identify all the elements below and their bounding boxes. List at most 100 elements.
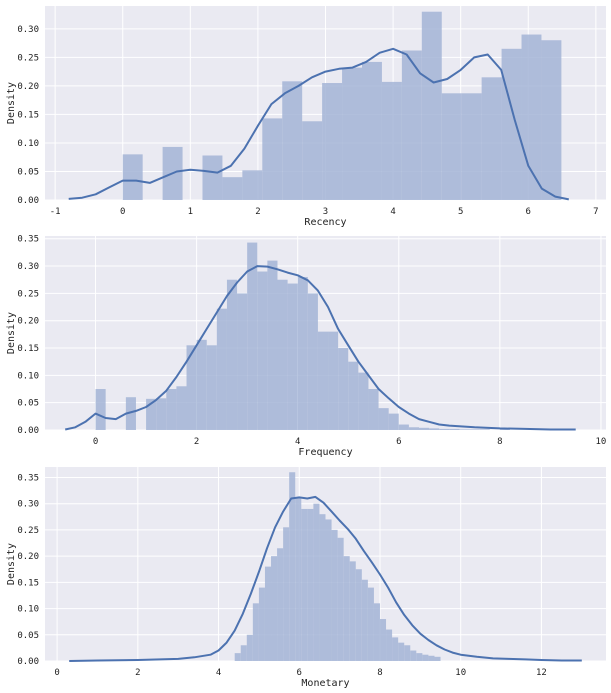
y-tick-label: 0.15 <box>17 110 39 120</box>
histogram-bar <box>459 429 470 430</box>
histogram-bar <box>361 579 368 661</box>
histogram-bar <box>307 293 318 430</box>
x-tick-label: 3 <box>323 207 328 217</box>
y-tick-label: 0.05 <box>17 631 39 641</box>
histogram-bar <box>176 386 187 430</box>
histogram-bar <box>156 398 167 430</box>
x-tick-label: 8 <box>377 668 382 678</box>
histogram-bar <box>338 348 349 430</box>
histogram-bar <box>216 308 227 430</box>
x-tick-label: 12 <box>536 668 547 678</box>
histogram-bar <box>499 429 510 430</box>
histogram-bar <box>277 548 284 661</box>
histogram-bar <box>247 242 258 430</box>
x-tick-label: 10 <box>596 437 607 447</box>
histogram-bar <box>322 83 343 200</box>
kde-line <box>68 47 570 201</box>
histogram-bar <box>186 345 197 430</box>
y-tick-label: 0.30 <box>17 500 39 510</box>
histogram-bar <box>386 629 393 661</box>
chart-1: -1 0 1 2 3 4 5 6 7 0.00 0.05 0.10 0.15 0.20 0.25 0.30 Re… <box>6 6 606 228</box>
y-tick-label: 0.25 <box>17 53 39 63</box>
histogram-bar <box>355 569 362 661</box>
x-tick-label: 6 <box>297 668 302 678</box>
histogram-bar <box>240 645 247 661</box>
y-tick-label: 0.00 <box>17 426 39 436</box>
histogram-bar <box>422 654 429 661</box>
x-tick-label: 2 <box>135 668 140 678</box>
histogram-bar <box>313 503 320 661</box>
histogram-bar <box>295 498 302 661</box>
histogram-bar <box>317 331 329 430</box>
histogram-bar <box>381 81 402 200</box>
histogram-bar <box>282 81 303 200</box>
histogram-bar <box>434 656 441 661</box>
histogram-bar <box>481 77 502 200</box>
histogram-bar <box>348 361 359 430</box>
histogram-bar <box>337 537 344 661</box>
x-tick-label: 10 <box>455 668 466 678</box>
kde-line <box>64 265 576 431</box>
x-tick-label: 5 <box>458 207 463 217</box>
x-tick-label: 6 <box>526 207 531 217</box>
histogram-bar <box>342 67 362 200</box>
x-axis-label: Frequency <box>298 447 352 458</box>
histogram-bar <box>367 587 374 661</box>
histogram-bar <box>95 389 106 430</box>
y-tick-label: 0.30 <box>17 25 39 35</box>
histogram-bar <box>202 155 223 200</box>
histogram-bar <box>258 587 265 661</box>
y-tick-label: 0.20 <box>17 552 39 562</box>
histogram-bar <box>408 427 419 430</box>
histogram-bar <box>271 556 278 661</box>
y-tick-label: 0.00 <box>17 196 39 206</box>
histogram-bar <box>319 514 326 661</box>
histogram-bar <box>373 603 380 661</box>
y-tick-label: 0.20 <box>17 82 39 92</box>
histogram-bar <box>521 34 542 200</box>
histogram-bar <box>349 561 356 661</box>
histogram-bar <box>166 389 177 430</box>
histogram-bar <box>428 655 435 661</box>
histogram-bar <box>416 653 423 661</box>
y-tick-label: 0.15 <box>17 578 39 588</box>
y-tick-label: 0.30 <box>17 262 39 272</box>
y-tick-label: 0.20 <box>17 317 39 327</box>
kde-line <box>69 495 582 662</box>
x-tick-label: 4 <box>216 668 221 678</box>
chart-2: 0 2 4 6 8 10 0.00 0.05 0.10 0.15 0.20 0.25 0.30 0.35 F… <box>6 235 606 458</box>
x-tick-label: -1 <box>50 207 61 217</box>
y-tick-label: 0.10 <box>17 605 39 615</box>
histogram-bar <box>379 619 387 661</box>
histogram-bar <box>325 519 332 661</box>
x-tick-label: 0 <box>93 437 98 447</box>
x-tick-label: 8 <box>497 437 502 447</box>
histogram-bar <box>262 118 283 200</box>
histogram-bar <box>401 50 422 200</box>
x-tick-label: 7 <box>593 207 598 217</box>
histogram-bar <box>302 121 323 200</box>
x-tick-label: 2 <box>194 437 199 447</box>
y-tick-label: 0.15 <box>17 344 39 354</box>
x-tick-label: 4 <box>295 437 300 447</box>
y-axis-label: Density <box>6 82 17 124</box>
histogram-bar <box>277 279 288 430</box>
histogram-bar <box>301 508 308 661</box>
histogram-bar <box>307 508 314 661</box>
histogram-bar <box>419 427 430 430</box>
y-axis-label: Density <box>6 543 17 585</box>
histogram-bar <box>328 331 339 430</box>
histogram-bar <box>234 653 241 661</box>
y-tick-label: 0.35 <box>17 473 39 483</box>
histogram-bar <box>331 529 338 661</box>
histogram-bar <box>297 276 308 430</box>
histogram-bar <box>449 428 460 430</box>
histogram-bar <box>378 408 389 430</box>
histogram-bar <box>242 170 263 200</box>
histogram-bar <box>479 429 490 430</box>
y-tick-label: 0.00 <box>17 657 39 667</box>
histogram-bar <box>398 424 409 430</box>
histogram-bar <box>361 61 382 200</box>
histogram-bar <box>125 397 136 430</box>
histogram-bar <box>237 293 248 430</box>
